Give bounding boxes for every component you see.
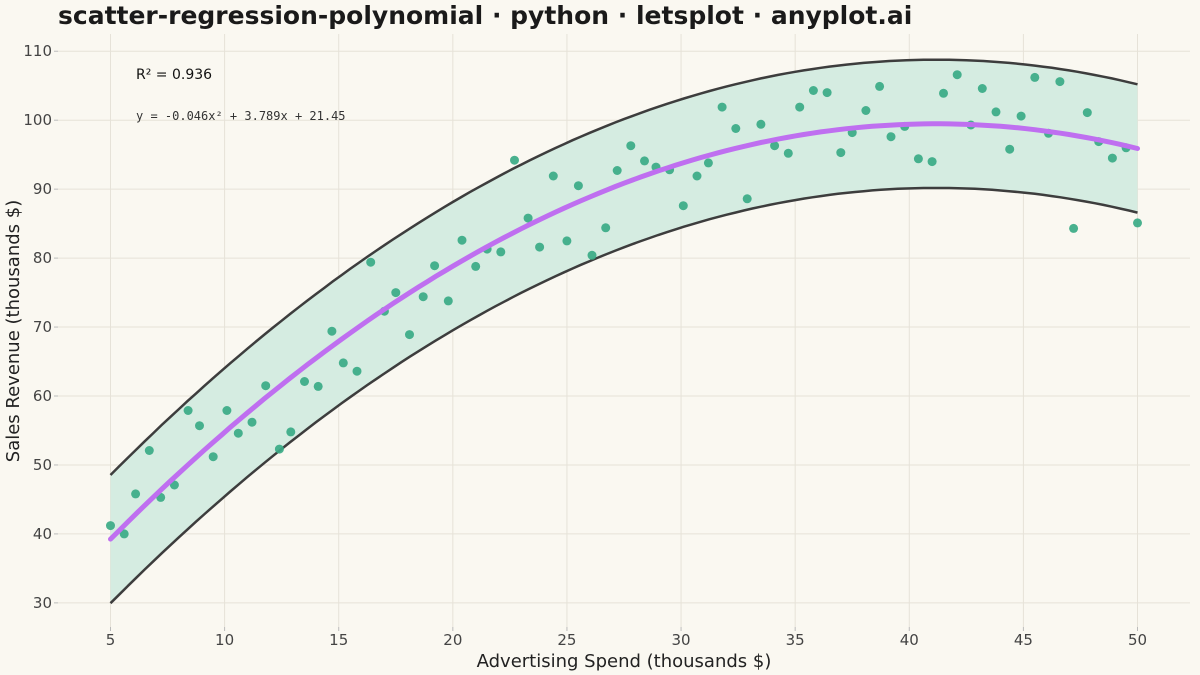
data-point	[612, 166, 622, 175]
y-tick-label: 80	[33, 249, 52, 267]
data-point	[106, 521, 115, 531]
data-point	[886, 132, 896, 142]
data-point	[939, 88, 948, 98]
upper-band-line	[109, 58, 1138, 476]
x-tick-label: 20	[443, 631, 462, 649]
regression-fit-line	[108, 121, 1140, 542]
data-point	[119, 529, 129, 539]
data-point	[471, 261, 481, 271]
chart-title: scatter-regression-polynomial · python ·…	[58, 1, 912, 30]
data-point	[1082, 108, 1092, 118]
data-point	[1030, 72, 1040, 82]
tick-labels-layer: 5 10 15 20 25 30 35 40 45 50 30 40 50 60 70 80 90 100 110	[23, 42, 1147, 649]
data-point	[405, 330, 414, 340]
x-axis-label: Advertising Spend (thousands $)	[477, 651, 772, 672]
data-point	[366, 257, 376, 267]
data-point	[875, 81, 885, 91]
x-tick-label: 45	[1014, 631, 1033, 649]
data-point	[836, 148, 846, 158]
y-tick-label: 70	[33, 318, 52, 336]
data-point	[443, 296, 453, 306]
data-point	[418, 292, 428, 302]
data-point	[770, 141, 780, 151]
x-tick-label: 25	[557, 631, 576, 649]
data-point	[861, 106, 871, 115]
x-tick-label: 15	[329, 631, 348, 649]
data-point	[1016, 111, 1026, 121]
data-point	[131, 489, 141, 499]
x-tick-label: 5	[106, 631, 116, 649]
data-point	[1055, 77, 1065, 87]
data-point	[430, 261, 440, 271]
data-point	[640, 156, 649, 166]
data-point	[626, 141, 636, 151]
data-point	[927, 157, 937, 167]
data-point	[523, 213, 533, 223]
data-point	[510, 155, 519, 165]
y-tick-label: 90	[33, 180, 52, 198]
data-point	[535, 242, 545, 252]
data-point	[692, 171, 702, 181]
data-point	[195, 421, 204, 431]
data-point	[562, 236, 572, 246]
scatter-points-layer	[106, 70, 1142, 539]
data-point	[286, 427, 296, 437]
data-point	[783, 148, 793, 158]
data-point	[261, 381, 271, 391]
data-point	[338, 358, 348, 368]
data-point	[731, 124, 741, 133]
data-point	[1069, 223, 1079, 233]
data-point	[313, 381, 323, 391]
x-tick-label: 10	[215, 631, 234, 649]
data-point	[457, 235, 467, 245]
data-point	[756, 119, 766, 129]
data-point	[795, 102, 805, 112]
confidence-band	[110, 59, 1138, 604]
y-tick-label: 100	[23, 111, 52, 129]
x-tick-label: 35	[786, 631, 805, 649]
data-point	[183, 406, 193, 415]
data-point	[913, 154, 923, 164]
r-squared-annotation: R² = 0.936	[136, 67, 212, 83]
data-point	[573, 181, 583, 191]
data-point	[352, 366, 362, 376]
data-point	[601, 223, 611, 233]
data-point	[822, 88, 832, 98]
data-point	[208, 452, 218, 462]
equation-annotation: y = -0.046x² + 3.789x + 21.45	[136, 109, 346, 123]
x-tick-label: 50	[1128, 631, 1147, 649]
data-point	[952, 70, 962, 80]
data-point	[274, 444, 284, 454]
x-tick-label: 30	[672, 631, 691, 649]
data-point	[808, 86, 818, 95]
data-point	[1005, 144, 1015, 154]
data-point	[247, 417, 257, 427]
data-point	[977, 84, 987, 93]
data-point	[327, 326, 337, 336]
data-point	[496, 247, 506, 257]
data-point	[300, 377, 309, 386]
x-tick-label: 40	[900, 631, 919, 649]
data-point	[1107, 153, 1117, 163]
y-tick-label: 50	[33, 456, 52, 474]
y-tick-label: 30	[33, 594, 52, 612]
data-point	[233, 428, 243, 438]
data-point	[991, 107, 1001, 117]
data-point	[548, 171, 558, 181]
y-tick-label: 110	[23, 42, 52, 60]
y-tick-label: 60	[33, 387, 52, 405]
data-point	[391, 288, 401, 298]
data-point	[717, 102, 727, 112]
data-point	[222, 406, 232, 415]
data-point	[742, 194, 752, 204]
data-point	[144, 446, 154, 455]
data-point	[1133, 218, 1142, 228]
data-point	[678, 201, 688, 211]
y-axis-label: Sales Revenue (thousands $)	[3, 200, 24, 462]
y-tick-label: 40	[33, 525, 52, 543]
data-point	[587, 250, 597, 260]
data-point	[703, 158, 713, 168]
fit-line-layer	[108, 121, 1140, 542]
